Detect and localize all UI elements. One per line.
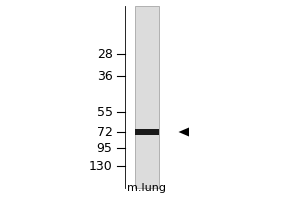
Text: m.lung: m.lung: [128, 183, 167, 193]
Polygon shape: [178, 128, 189, 136]
Bar: [135, 129, 159, 135]
Text: 55: 55: [97, 106, 112, 118]
Text: 36: 36: [97, 70, 112, 82]
Text: 28: 28: [97, 47, 112, 60]
Text: 72: 72: [97, 126, 112, 138]
Text: 95: 95: [97, 142, 112, 154]
Text: 130: 130: [89, 160, 112, 172]
Bar: [135, 6, 159, 188]
